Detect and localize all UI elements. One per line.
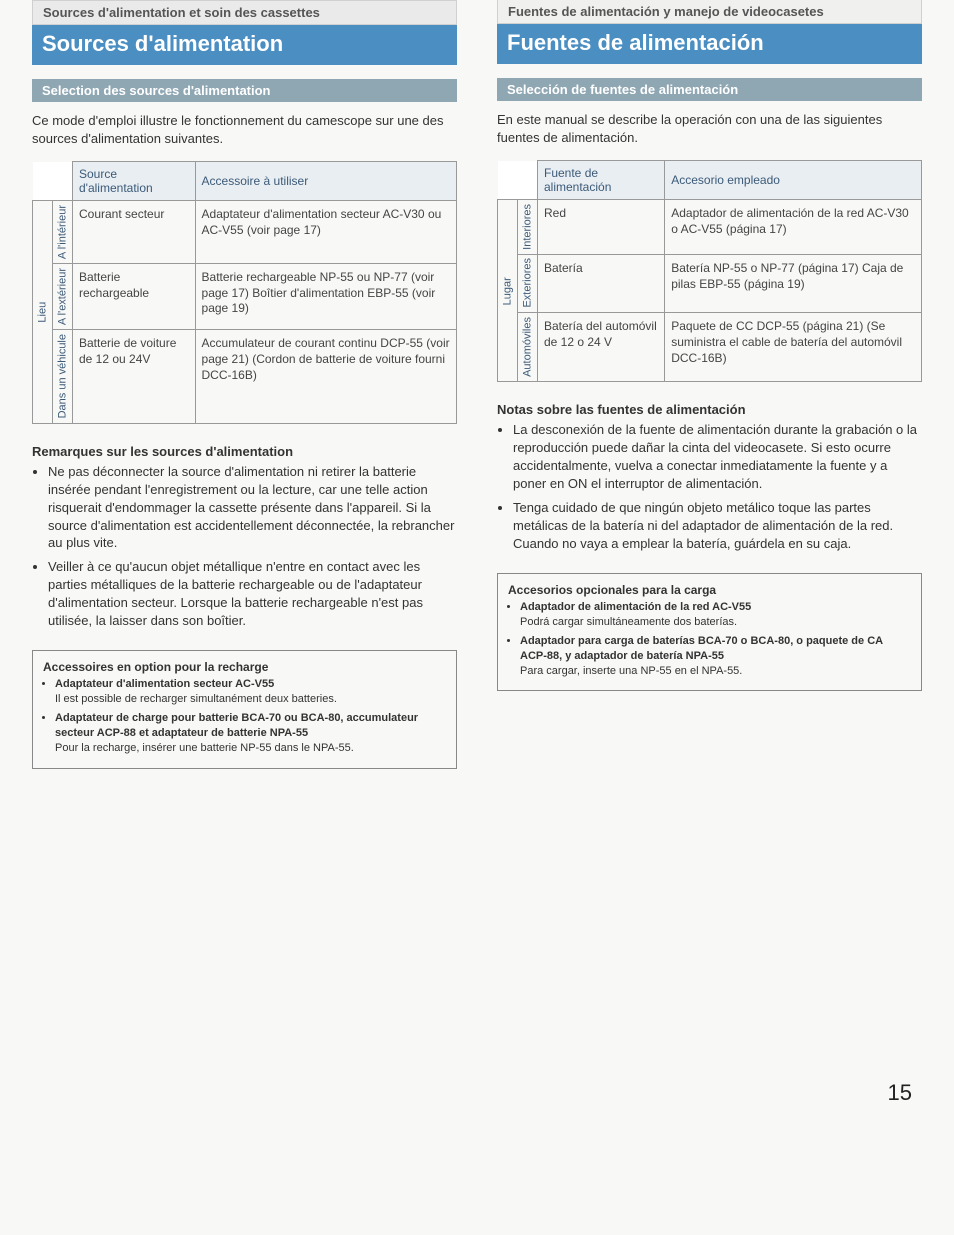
box-title: Accesorios opcionales para la carga bbox=[508, 582, 911, 598]
loc-cell: Dans un véhicule bbox=[53, 330, 73, 423]
table-row: Lieu A l'intérieur Courant secteur Adapt… bbox=[33, 201, 457, 264]
title-bar-fr: Sources d'alimentation bbox=[32, 25, 457, 65]
item-bold: Adaptador para carga de baterías BCA-70 … bbox=[520, 635, 883, 662]
list-item: Tenga cuidado de que ningún objeto metál… bbox=[513, 499, 922, 553]
notes-list-es: La desconexión de la fuente de alimentac… bbox=[497, 421, 922, 553]
table-header-row: Fuente de alimentación Accesorio emplead… bbox=[498, 161, 922, 200]
chapter-bar-es: Fuentes de alimentación y manejo de vide… bbox=[497, 0, 922, 24]
acc-cell: Batería NP-55 o NP-77 (página 17) Caja d… bbox=[665, 254, 922, 313]
list-item: Adaptateur de charge pour batterie BCA-7… bbox=[55, 711, 446, 756]
column-es: Fuentes de alimentación y manejo de vide… bbox=[477, 0, 954, 789]
table-header-row: Source d'alimentation Accessoire à utili… bbox=[33, 162, 457, 201]
acc-cell: Adaptador de alimentación de la red AC-V… bbox=[665, 200, 922, 255]
title-bar-es: Fuentes de alimentación bbox=[497, 24, 922, 64]
column-fr: Sources d'alimentation et soin des casse… bbox=[0, 0, 477, 789]
src-cell: Batterie rechargeable bbox=[73, 264, 196, 330]
table-fr: Source d'alimentation Accessoire à utili… bbox=[32, 161, 457, 424]
item-text: Pour la recharge, insérer une batterie N… bbox=[55, 742, 354, 754]
src-cell: Courant secteur bbox=[73, 201, 196, 264]
intro-fr: Ce mode d'emploi illustre le fonctionnem… bbox=[32, 112, 457, 147]
page-number: 15 bbox=[888, 1080, 912, 1106]
table-row: Lugar Interiores Red Adaptador de alimen… bbox=[498, 200, 922, 255]
chapter-bar-fr: Sources d'alimentation et soin des casse… bbox=[32, 0, 457, 25]
loc-cell: Exteriores bbox=[518, 254, 538, 313]
loc-cell: Automóviles bbox=[518, 313, 538, 382]
box-title: Accessoires en option pour la recharge bbox=[43, 659, 446, 675]
item-text: Para cargar, inserte una NP-55 en el NPA… bbox=[520, 665, 742, 677]
loc-cell: A l'extérieur bbox=[53, 264, 73, 330]
intro-es: En este manual se describe la operación … bbox=[497, 111, 922, 146]
th-accessory: Accessoire à utiliser bbox=[195, 162, 456, 201]
list-item: Adaptador para carga de baterías BCA-70 … bbox=[520, 634, 911, 679]
acc-cell: Paquete de CC DCP-55 (página 21) (Se sum… bbox=[665, 313, 922, 382]
src-cell: Batería del automóvil de 12 o 24 V bbox=[538, 313, 665, 382]
list-item: La desconexión de la fuente de alimentac… bbox=[513, 421, 922, 493]
acc-cell: Batterie rechargeable NP-55 ou NP-77 (vo… bbox=[195, 264, 456, 330]
notes-list-fr: Ne pas déconnecter la source d'alimentat… bbox=[32, 463, 457, 630]
loc-cell: Interiores bbox=[518, 200, 538, 255]
notes-heading-fr: Remarques sur les sources d'alimentation bbox=[32, 444, 457, 459]
accessories-box-fr: Accessoires en option pour la recharge A… bbox=[32, 650, 457, 768]
loc-cell: A l'intérieur bbox=[53, 201, 73, 264]
list-item: Ne pas déconnecter la source d'alimentat… bbox=[48, 463, 457, 553]
acc-cell: Adaptateur d'alimentation secteur AC-V30… bbox=[195, 201, 456, 264]
item-text: Il est possible de recharger simultanéme… bbox=[55, 693, 337, 705]
lieu-cell: Lieu bbox=[33, 201, 53, 424]
table-row: A l'extérieur Batterie rechargeable Batt… bbox=[33, 264, 457, 330]
list-item: Adaptateur d'alimentation secteur AC-V55… bbox=[55, 677, 446, 707]
list-item: Veiller à ce qu'aucun objet métallique n… bbox=[48, 558, 457, 630]
notes-heading-es: Notas sobre las fuentes de alimentación bbox=[497, 402, 922, 417]
subtitle-bar-es: Selección de fuentes de alimentación bbox=[497, 78, 922, 101]
page-body: Sources d'alimentation et soin des casse… bbox=[0, 0, 954, 789]
item-bold: Adaptateur de charge pour batterie BCA-7… bbox=[55, 712, 418, 739]
th-accessory: Accesorio empleado bbox=[665, 161, 922, 200]
item-text: Podrá cargar simultáneamente dos batería… bbox=[520, 616, 737, 628]
th-source: Fuente de alimentación bbox=[538, 161, 665, 200]
src-cell: Batería bbox=[538, 254, 665, 313]
item-bold: Adaptador de alimentación de la red AC-V… bbox=[520, 601, 751, 613]
src-cell: Red bbox=[538, 200, 665, 255]
acc-cell: Accumulateur de courant continu DCP-55 (… bbox=[195, 330, 456, 423]
table-row: Exteriores Batería Batería NP-55 o NP-77… bbox=[498, 254, 922, 313]
src-cell: Batterie de voiture de 12 ou 24V bbox=[73, 330, 196, 423]
accessories-box-es: Accesorios opcionales para la carga Adap… bbox=[497, 573, 922, 691]
table-row: Dans un véhicule Batterie de voiture de … bbox=[33, 330, 457, 423]
lugar-cell: Lugar bbox=[498, 200, 518, 382]
list-item: Adaptador de alimentación de la red AC-V… bbox=[520, 600, 911, 630]
subtitle-bar-fr: Selection des sources d'alimentation bbox=[32, 79, 457, 102]
table-es: Fuente de alimentación Accesorio emplead… bbox=[497, 160, 922, 382]
th-source: Source d'alimentation bbox=[73, 162, 196, 201]
item-bold: Adaptateur d'alimentation secteur AC-V55 bbox=[55, 678, 274, 690]
table-row: Automóviles Batería del automóvil de 12 … bbox=[498, 313, 922, 382]
